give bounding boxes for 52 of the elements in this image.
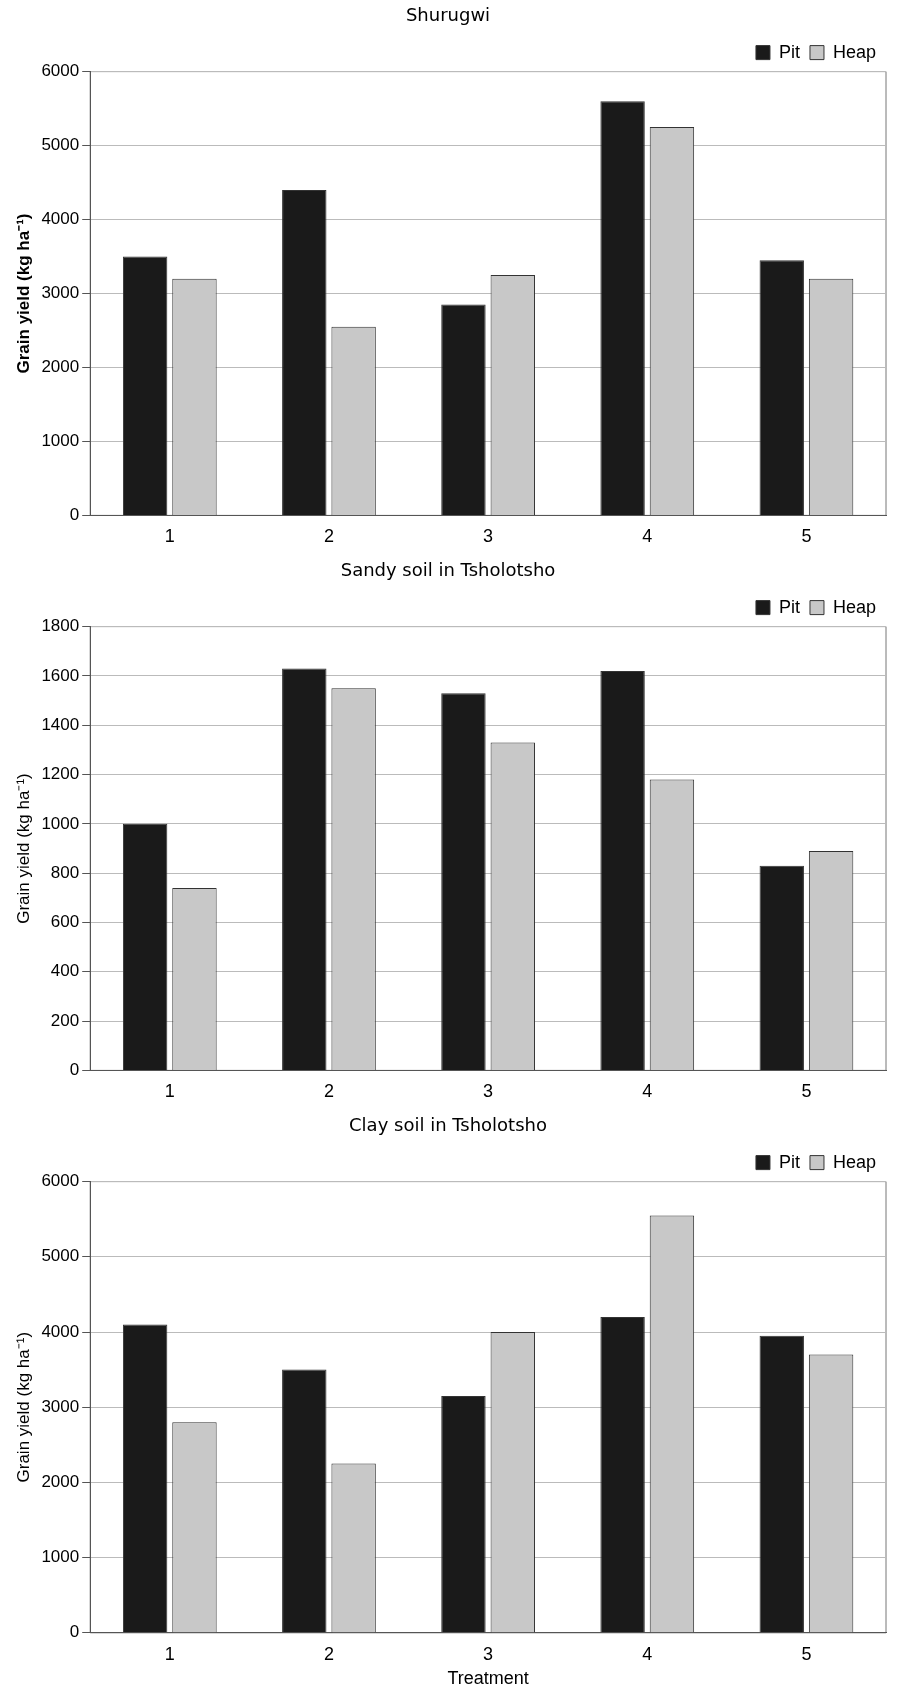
y-axis-title: Grain yield (kg ha⁻¹) [13,773,33,924]
y-tick-label: 1000 [41,1547,80,1567]
y-tick-label: 200 [50,1010,80,1030]
y-tick-label: 2000 [41,1472,80,1492]
chart-title: Sandy soil in Tsholotsho [340,559,556,581]
legend-label: Pit [778,41,800,62]
y-tick-label: 5000 [41,1246,80,1266]
y-axis-title: Grain yield (kg ha⁻¹) [13,1331,33,1483]
legend-label: Heap [832,596,876,617]
y-tick-label: 4000 [41,1321,80,1341]
y-tick-label: 0 [69,505,80,525]
y-tick-label: 0 [69,1622,80,1642]
y-axis-title: Grain yield (kg ha⁻¹) [13,213,33,374]
x-tick-label: 5 [801,1081,812,1102]
x-tick-label: 2 [323,1081,334,1102]
x-tick-label: 1 [164,1081,175,1102]
y-tick-label: 3000 [41,283,80,303]
y-tick-label: 0 [69,1060,80,1080]
x-tick-label: 4 [642,1643,653,1664]
chart-title: Clay soil in Tsholotsho [349,1114,547,1136]
y-tick-label: 4000 [41,209,80,229]
y-tick-label: 1800 [41,616,80,636]
y-tick-label: 2000 [41,357,80,377]
x-tick-label: 2 [323,1643,334,1664]
x-axis-title: Treatment [447,1668,529,1689]
y-tick-label: 1400 [41,714,80,734]
y-tick-label: 1600 [41,665,80,685]
y-tick-label: 400 [50,961,80,981]
y-tick-label: 6000 [41,61,80,81]
y-tick-label: 800 [50,862,80,882]
chart-title: Shurugwi [405,4,491,26]
x-tick-label: 4 [642,526,653,547]
x-tick-label: 5 [801,1643,812,1664]
y-tick-label: 600 [50,912,80,932]
y-tick-label: 1000 [41,813,80,833]
x-tick-label: 1 [164,526,175,547]
x-tick-label: 2 [323,526,334,547]
legend-label: Heap [832,41,876,62]
y-tick-label: 6000 [41,1171,80,1191]
x-tick-label: 1 [164,1643,175,1664]
y-tick-label: 1000 [41,431,80,451]
y-tick-label: 3000 [41,1396,80,1416]
x-tick-label: 4 [642,1081,653,1102]
x-tick-label: 3 [483,526,494,547]
x-tick-label: 5 [801,526,812,547]
legend-label: Pit [778,1151,800,1172]
x-tick-label: 3 [483,1643,494,1664]
x-tick-label: 3 [483,1081,494,1102]
y-tick-label: 1200 [41,764,80,784]
legend-label: Heap [832,1151,876,1172]
y-tick-label: 5000 [41,135,80,155]
legend-label: Pit [778,596,800,617]
